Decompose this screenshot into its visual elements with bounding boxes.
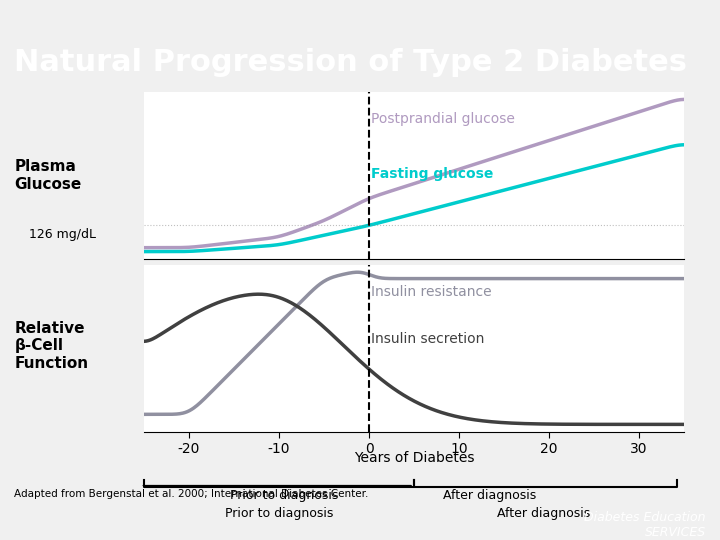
Text: Natural Progression of Type 2 Diabetes: Natural Progression of Type 2 Diabetes	[14, 48, 688, 77]
Text: Insulin secretion: Insulin secretion	[371, 332, 484, 346]
Text: Diabetes Education
SERVICES: Diabetes Education SERVICES	[584, 511, 706, 539]
Text: 126 mg/dL: 126 mg/dL	[29, 228, 96, 241]
Text: Prior to diagnosis: Prior to diagnosis	[230, 489, 338, 502]
Text: After diagnosis: After diagnosis	[497, 507, 590, 520]
Text: Adapted from Bergenstal et al. 2000; International Diabetes Center.: Adapted from Bergenstal et al. 2000; Int…	[14, 489, 369, 499]
Text: Years of Diabetes: Years of Diabetes	[354, 451, 474, 465]
Text: Fasting glucose: Fasting glucose	[371, 167, 493, 181]
Text: Relative
β-Cell
Function: Relative β-Cell Function	[14, 321, 89, 370]
Text: Postprandial glucose: Postprandial glucose	[371, 112, 515, 126]
Text: After diagnosis: After diagnosis	[443, 489, 536, 502]
Text: Insulin resistance: Insulin resistance	[371, 285, 492, 299]
Text: Prior to diagnosis: Prior to diagnosis	[225, 507, 333, 520]
Text: Plasma
Glucose: Plasma Glucose	[14, 159, 81, 192]
